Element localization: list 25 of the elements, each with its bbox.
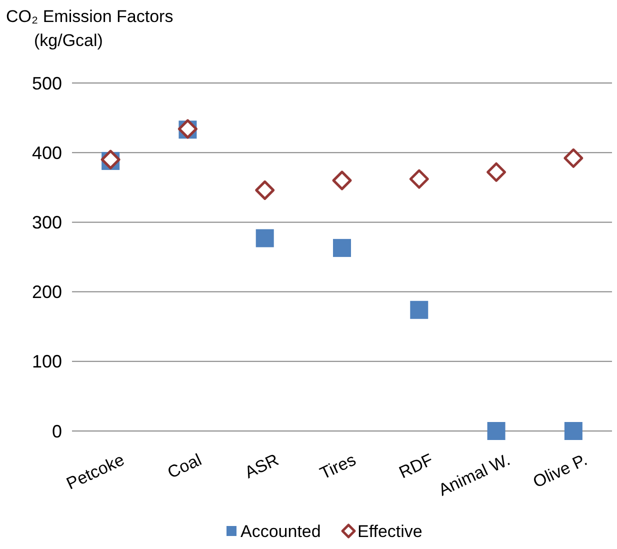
y-tick-label: 200 [32, 282, 62, 302]
chart-subtitle: (kg/Gcal) [34, 31, 103, 50]
point [564, 148, 584, 168]
point [564, 422, 582, 440]
x-tick-label: ASR [242, 450, 282, 482]
legend-label: Accounted [240, 522, 321, 541]
point [255, 180, 275, 200]
point [333, 238, 351, 257]
y-tick-label: 400 [32, 142, 62, 163]
point [332, 170, 352, 190]
point [487, 422, 506, 440]
y-tick-label: 500 [32, 73, 62, 94]
point [256, 229, 274, 248]
y-tick-label: 0 [52, 421, 62, 442]
chart-title: CO₂ Emission Factors [6, 7, 174, 26]
legend-label: Effective [358, 522, 422, 541]
y-tick-label: 300 [32, 212, 62, 232]
y-tick-label: 100 [32, 352, 62, 372]
point [486, 162, 506, 182]
point [410, 300, 428, 319]
x-tick-label: Coal [164, 450, 204, 482]
point [409, 169, 429, 189]
x-tick-label: Olive P. [530, 450, 590, 492]
x-tick-label: RDF [396, 450, 436, 482]
x-tick-label: Tires [317, 450, 359, 484]
